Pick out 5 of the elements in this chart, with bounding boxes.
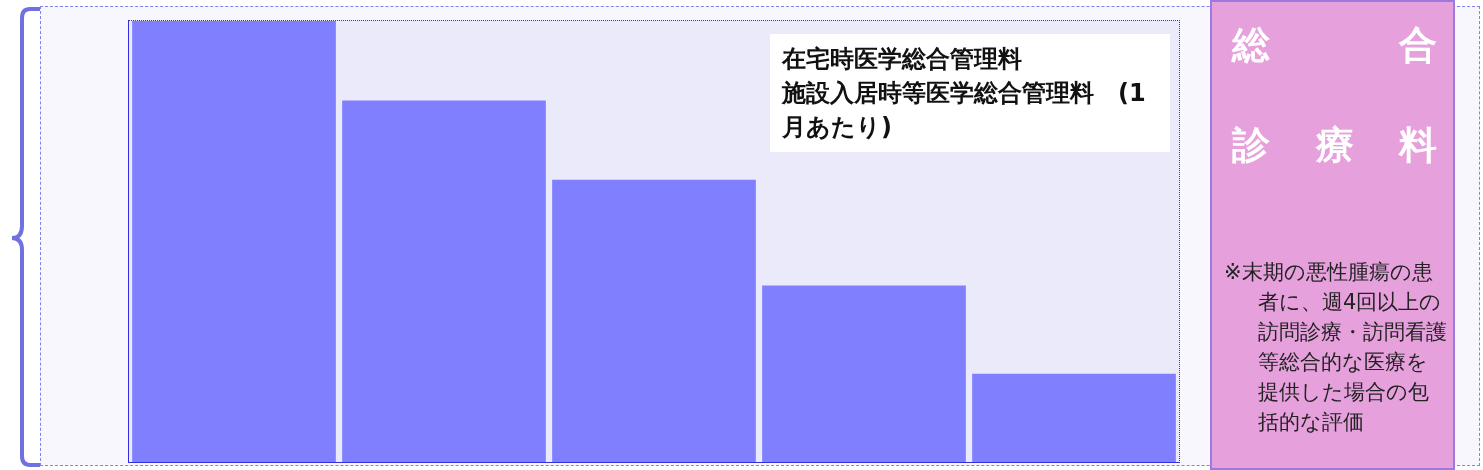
text: 施設入居時等医学総合管理料 (1月あたり)	[782, 78, 1147, 143]
text: 診療料	[1232, 122, 1437, 169]
text: ※末期の悪性腫瘍の患者に、週4回以上の訪問診療・訪問看護等総合的な医療を提供した場合の包括的な評価	[1224, 259, 1448, 436]
text: 総合	[1232, 23, 1437, 67]
text: 在宅時医学総合管理料	[782, 44, 1023, 75]
